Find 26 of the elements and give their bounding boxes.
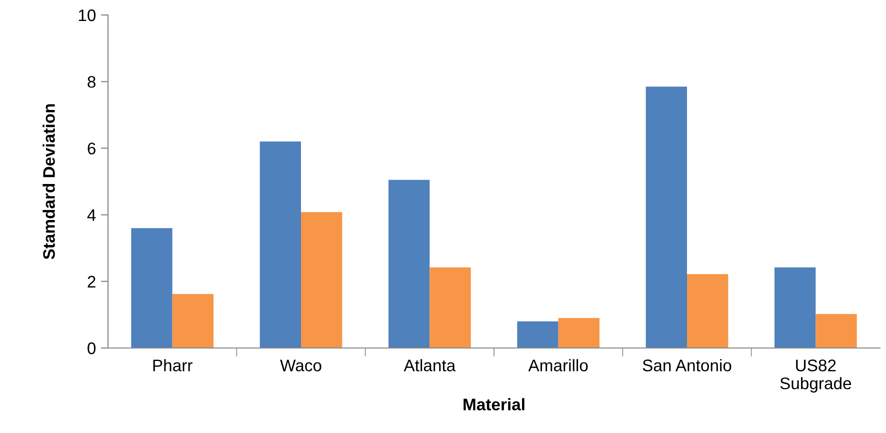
x-tick-label: Atlanta bbox=[404, 359, 456, 372]
x-axis-title: Material bbox=[464, 398, 524, 410]
bar bbox=[430, 267, 471, 348]
y-tick-label: 6 bbox=[88, 142, 96, 154]
x-tick-label: San Antonio bbox=[642, 359, 732, 372]
y-tick-label: 2 bbox=[88, 276, 96, 288]
bar bbox=[774, 267, 816, 348]
bar bbox=[260, 142, 301, 348]
bar bbox=[172, 294, 214, 348]
bar bbox=[517, 321, 558, 348]
bar bbox=[687, 274, 728, 348]
x-tick-label: Pharr bbox=[153, 359, 192, 372]
y-tick-label: 0 bbox=[88, 342, 96, 354]
y-tick-label: 8 bbox=[88, 76, 96, 88]
bar bbox=[388, 180, 430, 348]
x-tick-label: Amarillo bbox=[528, 359, 588, 372]
x-tick-label: US82 Subgrade bbox=[780, 360, 852, 393]
bar bbox=[816, 314, 857, 348]
y-axis-title: Stamdard Deviation bbox=[42, 104, 55, 260]
x-tick-label: Waco bbox=[280, 360, 322, 372]
bar bbox=[301, 212, 342, 348]
bar bbox=[131, 228, 172, 348]
y-tick-label: 10 bbox=[78, 9, 96, 22]
y-tick-label: 4 bbox=[87, 209, 96, 221]
bar bbox=[646, 86, 687, 348]
bar bbox=[558, 318, 600, 348]
